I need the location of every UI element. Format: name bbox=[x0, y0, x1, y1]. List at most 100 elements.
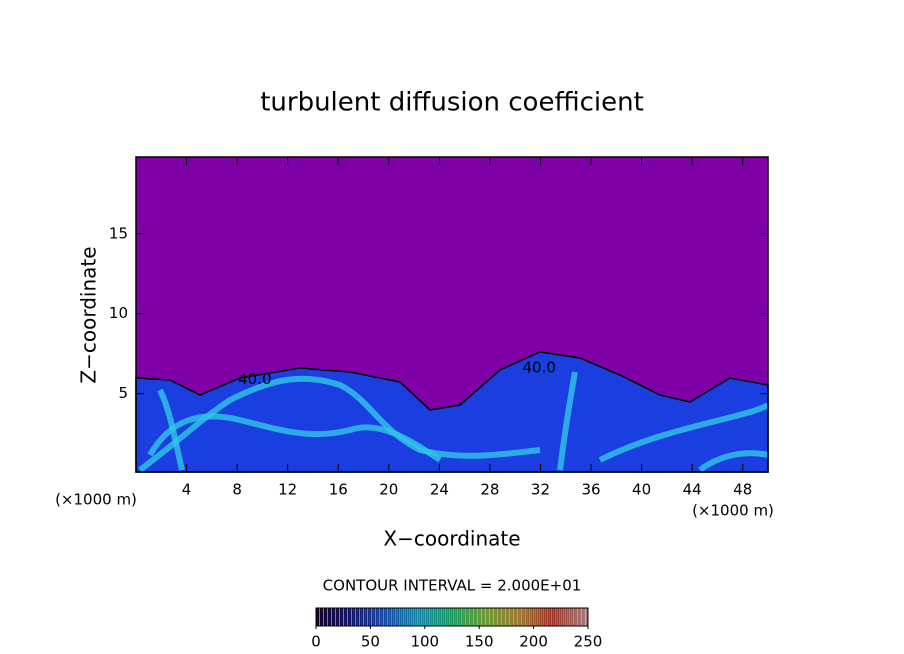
colorbar-cell bbox=[507, 607, 512, 627]
field-streak bbox=[698, 450, 769, 473]
x-axis-label: X−coordinate bbox=[383, 527, 520, 551]
x-tick-label: 24 bbox=[430, 481, 449, 499]
colorbar-cell bbox=[555, 607, 560, 627]
colorbar-cell bbox=[455, 607, 460, 627]
x-unit: (×1000 m) bbox=[692, 502, 774, 520]
chart-title: turbulent diffusion coefficient bbox=[260, 88, 644, 118]
colorbar-cell bbox=[511, 607, 516, 627]
colorbar-cell bbox=[379, 607, 384, 627]
colorbar-cell bbox=[391, 607, 396, 627]
x-tick-label: 20 bbox=[379, 481, 398, 499]
colorbar-cell bbox=[491, 607, 496, 627]
colorbar-cell bbox=[351, 607, 356, 627]
x-tick-label: 12 bbox=[278, 481, 297, 499]
colorbar-tick-label: 150 bbox=[465, 633, 494, 651]
x-tick-label: 44 bbox=[683, 481, 702, 499]
colorbar-tick-label: 100 bbox=[410, 633, 439, 651]
colorbar-cell bbox=[567, 607, 572, 627]
colorbar-cell bbox=[551, 607, 556, 627]
colorbar-cell bbox=[495, 607, 500, 627]
y-tick-label: 10 bbox=[109, 304, 128, 322]
x-tick-label: 16 bbox=[329, 481, 348, 499]
colorbar-tick-label: 50 bbox=[361, 633, 380, 651]
colorbar-cell bbox=[475, 607, 480, 627]
colorbar-cell bbox=[463, 607, 468, 627]
y-unit: (×1000 m) bbox=[55, 491, 137, 509]
colorbar-cell bbox=[487, 607, 492, 627]
colorbar-cell bbox=[471, 607, 476, 627]
colorbar-cell bbox=[419, 607, 424, 627]
x-tick-label: 36 bbox=[581, 481, 600, 499]
colorbar-cell bbox=[539, 607, 544, 627]
colorbar-cell bbox=[483, 607, 488, 627]
colorbar-cell bbox=[547, 607, 552, 627]
colorbar-cell bbox=[363, 607, 368, 627]
colorbar-cell bbox=[387, 607, 392, 627]
y-tick-label: 15 bbox=[109, 224, 128, 242]
colorbar-cell bbox=[531, 607, 536, 627]
colorbar-cell bbox=[343, 607, 348, 627]
x-tick-label: 4 bbox=[182, 481, 192, 499]
colorbar-cell bbox=[383, 607, 388, 627]
colorbar-cell bbox=[451, 607, 456, 627]
plot-area bbox=[135, 156, 770, 473]
colorbar-cell bbox=[411, 607, 416, 627]
colorbar-cell bbox=[347, 607, 352, 627]
colorbar-cell bbox=[543, 607, 548, 627]
plot-frame bbox=[135, 156, 769, 473]
y-tick-label: 5 bbox=[118, 384, 128, 402]
colorbar-cell bbox=[503, 607, 508, 627]
colorbar-cell bbox=[407, 607, 412, 627]
colorbar-cell bbox=[395, 607, 400, 627]
colorbar-cell bbox=[579, 607, 584, 627]
colorbar-cell bbox=[519, 607, 524, 627]
colorbar-cell bbox=[371, 607, 376, 627]
colorbar-cell bbox=[319, 607, 324, 627]
field-streak bbox=[598, 402, 770, 463]
x-tick-label: 32 bbox=[531, 481, 550, 499]
colorbar-cell bbox=[583, 607, 588, 627]
x-tick-label: 40 bbox=[632, 481, 651, 499]
colorbar-cell bbox=[331, 607, 336, 627]
colorbar-cell bbox=[367, 607, 372, 627]
colorbar-cell bbox=[575, 607, 580, 627]
colorbar-cell bbox=[459, 607, 464, 627]
colorbar-tick-label: 0 bbox=[311, 633, 321, 651]
colorbar-cell bbox=[527, 607, 532, 627]
field-streak bbox=[147, 413, 442, 463]
colorbar-cell bbox=[443, 607, 448, 627]
colorbar-cell bbox=[435, 607, 440, 627]
colorbar-cell bbox=[423, 607, 428, 627]
colorbar-cell bbox=[571, 607, 576, 627]
colorbar-cell bbox=[415, 607, 420, 627]
field-streak bbox=[557, 371, 578, 471]
colorbar-cell bbox=[375, 607, 380, 627]
colorbar-frame bbox=[315, 607, 589, 627]
colorbar-cell bbox=[335, 607, 340, 627]
colorbar-cell bbox=[499, 607, 504, 627]
colorbar-cell bbox=[355, 607, 360, 627]
colorbar-cell bbox=[339, 607, 344, 627]
colorbar-cell bbox=[359, 607, 364, 627]
colorbar-cell bbox=[431, 607, 436, 627]
contour-interval: CONTOUR INTERVAL = 2.000E+01 bbox=[323, 577, 582, 595]
colorbar-tick-label: 250 bbox=[574, 633, 603, 651]
colorbar-cell bbox=[439, 607, 444, 627]
x-tick-label: 28 bbox=[480, 481, 499, 499]
contour-label: 40.0 bbox=[238, 370, 271, 388]
colorbar-cell bbox=[467, 607, 472, 627]
colorbar-cell bbox=[427, 607, 432, 627]
field-streak bbox=[157, 388, 185, 471]
colorbar-cell bbox=[523, 607, 528, 627]
y-axis-label: Z−coordinate bbox=[77, 246, 101, 383]
x-tick-label: 48 bbox=[733, 481, 752, 499]
colorbar-cell bbox=[479, 607, 484, 627]
colorbar-cell bbox=[399, 607, 404, 627]
colorbar-cell bbox=[403, 607, 408, 627]
contour-label: 40.0 bbox=[523, 359, 556, 377]
colorbar-cell bbox=[327, 607, 332, 627]
colorbar-cell bbox=[515, 607, 520, 627]
colorbar-cell bbox=[323, 607, 328, 627]
x-tick-label: 8 bbox=[232, 481, 242, 499]
